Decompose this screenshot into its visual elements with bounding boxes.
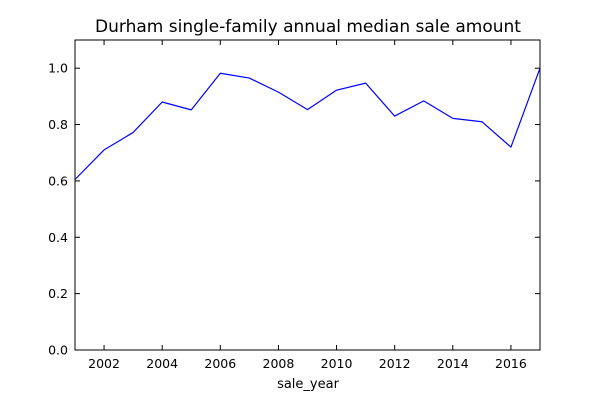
- y-tick-label: 0.0: [48, 343, 68, 358]
- x-tick-label: 2014: [437, 356, 469, 371]
- y-tick-label: 0.6: [48, 173, 68, 188]
- y-tick-label: 0.2: [48, 286, 68, 301]
- x-tick-label: 2010: [321, 356, 353, 371]
- x-axis: 2002 2004 2006 2008 2010 2012 2014 2016: [88, 40, 527, 371]
- x-tick-label: 2006: [204, 356, 236, 371]
- x-tick-label: 2004: [146, 356, 178, 371]
- x-tick-label: 2016: [495, 356, 527, 371]
- x-tick-label: 2002: [88, 356, 120, 371]
- y-tick-label: 0.4: [48, 230, 68, 245]
- x-axis-label: sale_year: [277, 377, 340, 392]
- series-line-0: [74, 67, 541, 180]
- x-tick-label: 2008: [263, 356, 295, 371]
- x-tick-label: 2012: [379, 356, 411, 371]
- plot-area: [74, 67, 541, 180]
- y-tick-label: 0.8: [48, 117, 68, 132]
- plot-frame: [74, 39, 541, 351]
- y-tick-label: 1.0: [48, 61, 68, 76]
- chart-title: Durham single-family annual median sale …: [95, 17, 521, 37]
- y-axis: 0.0 0.2 0.4 0.6 0.8 1.0: [48, 61, 540, 358]
